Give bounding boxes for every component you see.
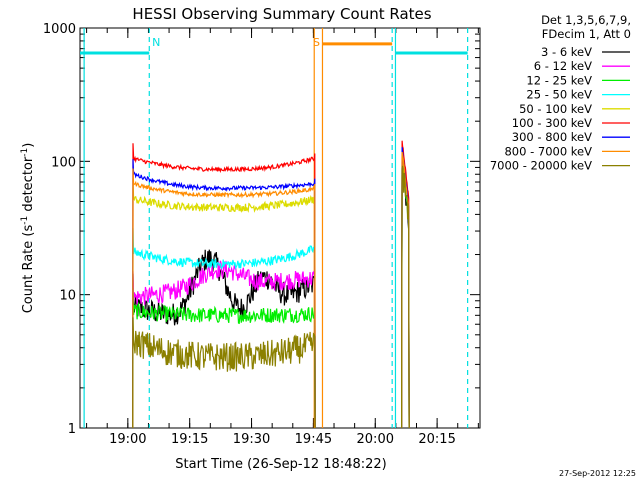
legend-header-2: FDecim 1, Att 0 (542, 27, 631, 41)
x-tick-label: 19:15 (171, 432, 208, 447)
series-line-25-50-kev (132, 228, 316, 429)
series-line-3-6-kev (132, 249, 316, 429)
legend-header-1: Det 1,3,5,6,7,9, (541, 13, 631, 27)
y-tick-label: 1 (68, 422, 76, 437)
x-tick-label: 19:45 (295, 432, 332, 447)
chart-title: HESSI Observing Summary Count Rates (132, 5, 431, 23)
y-tick-label: 10 (59, 289, 76, 304)
y-tick-label: 1000 (43, 22, 76, 37)
y-tick-label: 100 (51, 155, 76, 170)
legend-entry-label: 25 - 50 keV (526, 88, 592, 102)
y-axis-label-mid: detector (21, 156, 36, 216)
y-axis-label-main: Count Rate (s (21, 225, 36, 314)
series-line-7000-20000-kev (132, 317, 316, 429)
y-axis-label-sup2: -1 (20, 148, 30, 157)
legend-entry-label: 300 - 800 keV (512, 130, 592, 144)
y-axis-label-sup1: -1 (20, 216, 30, 225)
y-axis-label-end: ) (21, 143, 36, 148)
x-tick-label: 19:30 (233, 432, 270, 447)
plot-frame (79, 27, 481, 429)
legend-entry-label: 12 - 25 keV (526, 73, 592, 87)
legend-entry-label: 800 - 7000 keV (504, 144, 592, 158)
x-tick-label: 19:00 (109, 432, 146, 447)
y-axis: 1 10 100 1000 (43, 22, 480, 437)
series-lines (132, 140, 410, 429)
series-line-post-7000-20000-kev (401, 165, 410, 429)
legend-entry-label: 100 - 300 keV (512, 116, 592, 130)
legend-entry-label: 7000 - 20000 keV (490, 159, 592, 173)
series-line-post-100-300-kev (401, 140, 410, 429)
y-axis-label: Count Rate (s-1 detector-1) (20, 143, 36, 314)
orbit-annotation: N (152, 36, 160, 49)
x-tick-label: 20:00 (357, 432, 394, 447)
legend-entry-label: 50 - 100 keV (519, 102, 592, 116)
legend-entry-label: 6 - 12 keV (534, 59, 592, 73)
legend: Det 1,3,5,6,7,9, FDecim 1, Att 0 3 - 6 k… (490, 13, 631, 173)
footer-date: 27-Sep-2012 12:25 (559, 469, 636, 478)
orbit-annotation: S (313, 36, 320, 49)
series-line-100-300-kev (132, 143, 316, 429)
x-axis: 19:00 19:15 19:30 19:45 20:00 20:15 (86, 28, 479, 447)
series-line-50-100-kev (132, 179, 316, 429)
series-line-800-7000-kev (132, 168, 316, 429)
series-line-300-800-kev (132, 159, 316, 429)
x-tick-label: 20:15 (418, 432, 455, 447)
x-axis-label: Start Time (26-Sep-12 18:48:22) (175, 457, 386, 472)
legend-entry-label: 3 - 6 keV (541, 45, 592, 59)
series-line-12-25-kev (132, 287, 316, 429)
